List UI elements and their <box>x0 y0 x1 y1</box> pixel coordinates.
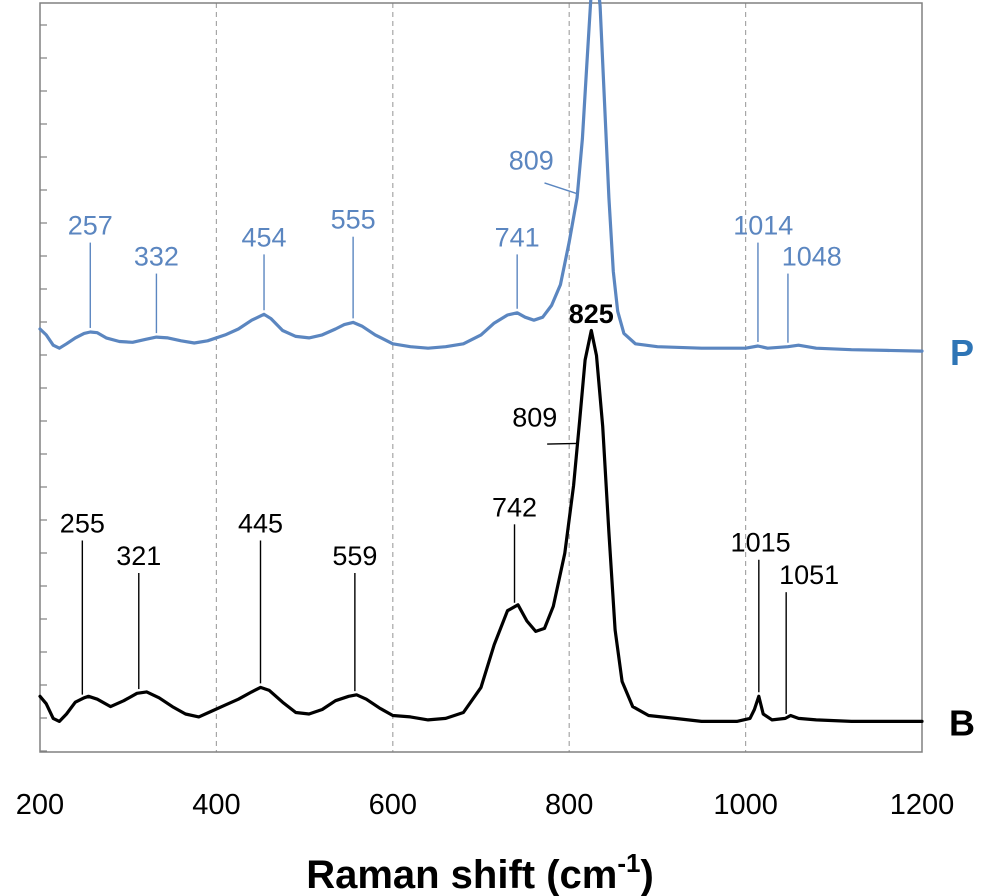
peak-label-P-555: 555 <box>331 205 376 235</box>
peak-label-B-825: 825 <box>569 299 614 329</box>
peak-label-P-454: 454 <box>241 222 286 252</box>
peak-label-P-741: 741 <box>495 222 540 252</box>
peak-label-B-742: 742 <box>492 492 537 522</box>
peak-label-P-1048: 1048 <box>782 242 842 272</box>
peak-label-B-321: 321 <box>116 541 161 571</box>
x-axis-title-suffix: ) <box>640 853 653 896</box>
peak-leader-P-809 <box>544 182 578 195</box>
peak-label-B-1015: 1015 <box>731 528 791 558</box>
x-tick-label-1200: 1200 <box>890 789 955 821</box>
grid-layer <box>215 3 747 752</box>
annotation-layer: 2573324545557418098301014104825532144555… <box>60 146 842 714</box>
series-tag-P: P <box>950 332 974 373</box>
peak-label-B-1051: 1051 <box>779 560 839 590</box>
peak-label-P-332: 332 <box>134 242 179 272</box>
plot-frame <box>39 2 923 753</box>
x-tick-label-1000: 1000 <box>713 789 778 821</box>
series-layer <box>38 0 924 723</box>
x-axis-title-superscript: -1 <box>617 848 640 878</box>
x-tick-label-800: 800 <box>545 789 593 821</box>
x-tick-labels: 200 400 600 800 1000 1200 <box>16 789 954 821</box>
peak-label-B-255: 255 <box>60 509 105 539</box>
series-tag-B: B <box>949 702 975 743</box>
peak-label-P-809: 809 <box>509 146 554 176</box>
peak-label-B-445: 445 <box>238 509 283 539</box>
peak-label-P-257: 257 <box>68 211 113 241</box>
series-line-B <box>38 328 924 723</box>
x-tick-label-200: 200 <box>16 789 64 821</box>
series-tags: PB <box>949 332 975 743</box>
peak-leader-B-809 <box>547 442 578 445</box>
x-axis-title-main: Raman shift (cm <box>306 853 617 896</box>
x-axis-title: Raman shift (cm-1) <box>306 848 654 896</box>
peak-label-B-809: 809 <box>512 402 557 432</box>
x-tick-label-400: 400 <box>192 789 240 821</box>
peak-label-P-1014: 1014 <box>733 211 793 241</box>
x-tick-label-600: 600 <box>369 789 417 821</box>
series-line-P <box>38 0 924 353</box>
plot-border <box>39 2 923 753</box>
peak-label-B-559: 559 <box>332 541 377 571</box>
